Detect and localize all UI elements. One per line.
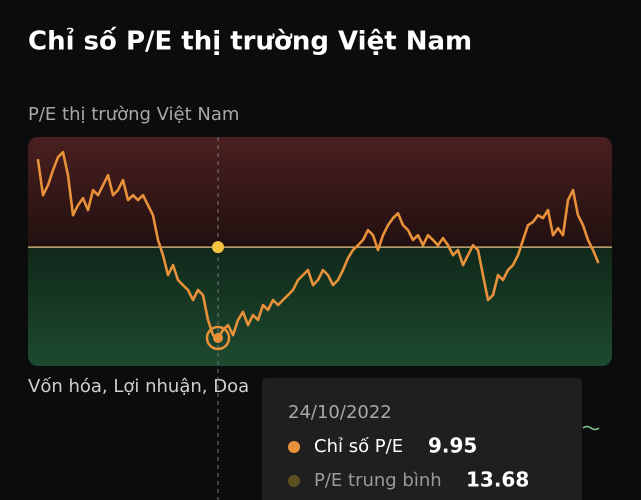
page-title: Chỉ số P/E thị trường Việt Nam	[28, 26, 472, 57]
tooltip: 24/10/2022 Chỉ số P/E 9.95 P/E trung bìn…	[262, 378, 582, 500]
chart-subtitle: P/E thị trường Việt Nam	[28, 104, 239, 125]
tooltip-label: P/E trung bình	[314, 470, 442, 491]
tooltip-date: 24/10/2022	[288, 402, 392, 423]
caption: Vốn hóa, Lợi nhuận, Doa	[28, 376, 249, 397]
tooltip-box	[262, 378, 582, 500]
sparkline-fragment	[582, 425, 600, 431]
overlay	[36, 137, 600, 500]
pe-line	[36, 150, 600, 340]
tooltip-value: 9.95	[428, 434, 477, 458]
below-average-zone	[28, 247, 612, 366]
tooltip-swatch	[288, 441, 300, 453]
highlight-point	[213, 332, 223, 343]
tooltip-value: 13.68	[466, 468, 529, 492]
chart-panel	[28, 137, 612, 366]
tooltip-swatch	[288, 475, 300, 487]
average-point	[212, 241, 224, 254]
tooltip-label: Chỉ số P/E	[314, 436, 403, 457]
highlight-ring	[205, 325, 231, 351]
